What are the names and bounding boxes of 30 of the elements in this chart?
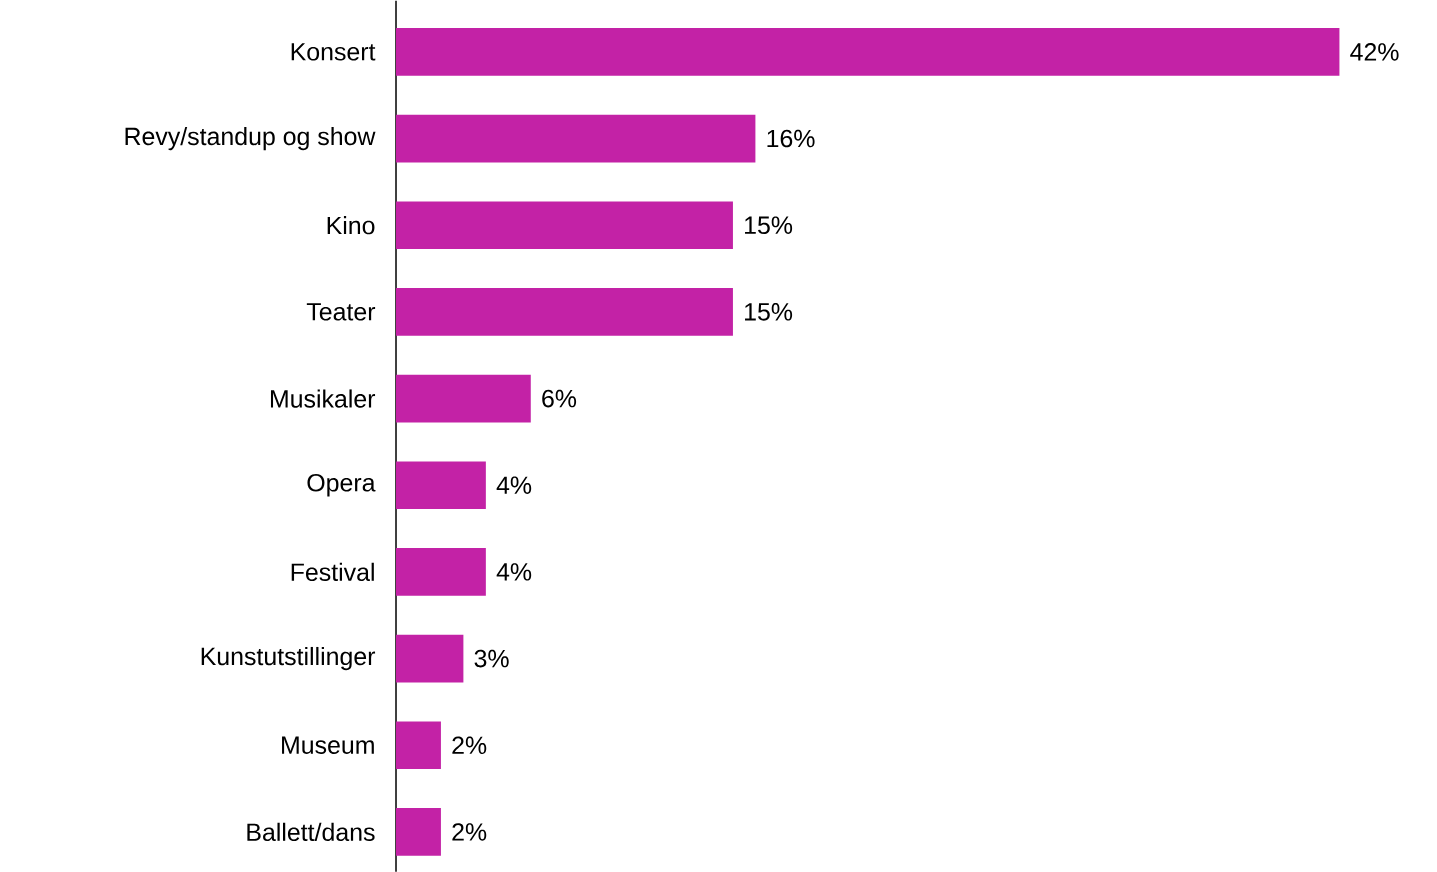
bar	[396, 201, 733, 249]
y-tick-label: Ballett/dans	[247, 822, 375, 841]
data-label: 42%	[1350, 42, 1399, 61]
bar	[396, 27, 1340, 76]
data-label: 15%	[745, 302, 793, 321]
bar	[396, 374, 531, 423]
data-label: 15%	[745, 216, 793, 234]
data-label: 4%	[496, 476, 532, 494]
y-tick-label: Opera	[307, 473, 376, 497]
data-label: 2%	[452, 736, 487, 754]
y-tick-label: Musikaler	[270, 389, 376, 408]
y-tick-label: Konsert	[291, 42, 376, 61]
y-tick-label: Kino	[327, 215, 375, 235]
bar	[396, 634, 464, 683]
data-label: 2%	[452, 822, 487, 841]
bar	[396, 807, 441, 856]
data-label: 3%	[474, 649, 509, 668]
bar	[396, 547, 486, 596]
bar	[396, 721, 441, 769]
y-tick-label: Festival	[291, 562, 374, 581]
y-tick-label: Teater	[306, 302, 376, 321]
bar	[396, 461, 486, 509]
data-label: 6%	[542, 389, 577, 408]
data-label: 4%	[496, 562, 532, 581]
y-tick-label: Revy/standup og show	[125, 126, 376, 150]
y-tick-label: Kunstutstillinger	[201, 646, 376, 670]
y-tick-label: Museum	[282, 736, 374, 754]
bar	[396, 287, 733, 336]
bar	[396, 114, 756, 163]
data-label: 16%	[767, 129, 815, 148]
